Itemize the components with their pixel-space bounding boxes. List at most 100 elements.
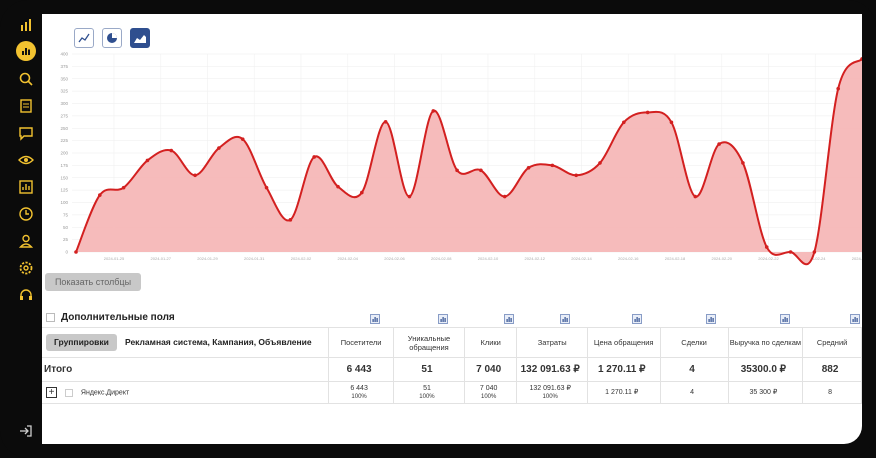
expand-row-button[interactable]: + bbox=[46, 387, 57, 398]
column-chart-icon[interactable] bbox=[370, 311, 380, 324]
data-point[interactable] bbox=[812, 250, 817, 254]
table-cell: 7 040 100% bbox=[463, 381, 518, 404]
data-point[interactable] bbox=[193, 173, 197, 178]
data-point[interactable] bbox=[502, 194, 507, 199]
data-point[interactable] bbox=[741, 161, 745, 165]
y-tick-label: 25 bbox=[63, 237, 69, 242]
data-point[interactable] bbox=[98, 193, 102, 197]
data-point[interactable] bbox=[288, 218, 293, 222]
column-chart-icon[interactable] bbox=[780, 311, 790, 324]
y-tick-label: 275 bbox=[60, 113, 68, 118]
document-icon[interactable] bbox=[14, 95, 38, 117]
cell-value: 132 091.63 ₽ bbox=[529, 384, 571, 392]
column-chart-icon[interactable] bbox=[632, 311, 642, 324]
chat-icon[interactable] bbox=[14, 122, 38, 144]
data-point[interactable] bbox=[383, 120, 388, 124]
cell-value: 8 bbox=[828, 388, 833, 396]
y-tick-label: 200 bbox=[60, 151, 68, 156]
column-chart-icon[interactable] bbox=[438, 311, 448, 324]
column-header[interactable]: Средний bbox=[802, 327, 862, 358]
column-chart-icon[interactable] bbox=[706, 311, 716, 324]
sidebar bbox=[10, 12, 42, 446]
user-icon[interactable] bbox=[14, 230, 38, 252]
data-point[interactable] bbox=[669, 120, 674, 125]
x-tick-label: 2024-02-22 bbox=[758, 256, 779, 261]
y-tick-label: 0 bbox=[65, 250, 68, 255]
column-chart-icon[interactable] bbox=[504, 311, 514, 324]
pie-chart-icon[interactable] bbox=[102, 28, 122, 48]
data-point[interactable] bbox=[407, 194, 412, 199]
x-tick-label: 2024-02-16 bbox=[618, 256, 639, 261]
x-tick-label: 2024-02-20 bbox=[712, 256, 733, 261]
eye-icon[interactable] bbox=[14, 149, 38, 171]
y-tick-label: 100 bbox=[60, 200, 68, 205]
data-point[interactable] bbox=[360, 190, 364, 195]
data-point[interactable] bbox=[598, 161, 602, 165]
data-point[interactable] bbox=[836, 86, 840, 91]
data-point[interactable] bbox=[574, 173, 578, 178]
extra-fields-toggle[interactable]: Дополнительные поля bbox=[46, 312, 175, 323]
x-tick-label: 2024-01-31 bbox=[244, 256, 265, 261]
column-header[interactable]: Выручка по сделкам bbox=[727, 327, 804, 358]
analytics-icon[interactable] bbox=[14, 40, 38, 62]
chart-type-switcher bbox=[74, 28, 150, 48]
data-point[interactable] bbox=[550, 163, 555, 168]
area-chart-icon[interactable] bbox=[130, 28, 150, 48]
column-chart-icon[interactable] bbox=[560, 311, 570, 324]
x-tick-label: 2024-01-25 bbox=[104, 256, 125, 261]
row-checkbox[interactable] bbox=[64, 388, 73, 397]
data-point[interactable] bbox=[264, 185, 269, 190]
line-chart-icon[interactable] bbox=[74, 28, 94, 48]
x-tick-label: 2024-02-02 bbox=[291, 256, 312, 261]
search-icon[interactable] bbox=[14, 68, 38, 90]
data-point[interactable] bbox=[788, 250, 793, 254]
column-header[interactable]: Клики bbox=[463, 327, 518, 358]
y-tick-label: 50 bbox=[63, 225, 69, 230]
data-point[interactable] bbox=[764, 245, 769, 249]
data-point[interactable] bbox=[717, 142, 721, 146]
data-point[interactable] bbox=[240, 137, 245, 141]
show-columns-button[interactable]: Показать столбцы bbox=[45, 273, 141, 291]
data-point[interactable] bbox=[693, 194, 698, 199]
cell-value: 6 443 bbox=[350, 384, 368, 392]
data-point[interactable] bbox=[431, 109, 436, 113]
data-point[interactable] bbox=[217, 146, 221, 150]
y-tick-label: 75 bbox=[63, 212, 69, 217]
data-point[interactable] bbox=[312, 155, 316, 159]
data-point[interactable] bbox=[74, 250, 78, 254]
logout-icon[interactable] bbox=[14, 420, 38, 442]
data-point[interactable] bbox=[145, 158, 150, 163]
data-point[interactable] bbox=[645, 110, 650, 115]
total-cell: 7 040 bbox=[463, 357, 518, 382]
x-tick-label: 2024-02-10 bbox=[478, 256, 499, 261]
data-point[interactable] bbox=[121, 185, 126, 190]
support-icon[interactable] bbox=[14, 284, 38, 306]
total-cell: 35300.0 ₽ bbox=[727, 357, 804, 382]
bar-chart-icon[interactable] bbox=[14, 14, 38, 36]
row-label-cell: + Яндекс.Директ bbox=[42, 381, 330, 404]
clock-icon[interactable] bbox=[14, 203, 38, 225]
column-chart-icon[interactable] bbox=[850, 311, 860, 324]
x-tick-label: 2024-02-12 bbox=[525, 256, 546, 261]
report-icon[interactable] bbox=[14, 176, 38, 198]
column-header[interactable]: Уникальные обращения bbox=[393, 327, 465, 358]
data-point[interactable] bbox=[860, 57, 862, 61]
data-point[interactable] bbox=[479, 168, 483, 173]
column-header[interactable]: Затраты bbox=[516, 327, 588, 358]
total-cell: 6 443 bbox=[328, 357, 395, 382]
column-header[interactable]: Сделки bbox=[659, 327, 729, 358]
data-point[interactable] bbox=[169, 148, 174, 153]
total-cell: 4 bbox=[659, 357, 729, 382]
grouping-title: Рекламная система, Кампания, Объявление bbox=[124, 337, 312, 347]
data-point[interactable] bbox=[336, 184, 340, 189]
column-header[interactable]: Посетители bbox=[328, 327, 395, 358]
grouping-button[interactable]: Группировки bbox=[46, 334, 117, 351]
settings-icon[interactable] bbox=[14, 257, 38, 279]
column-header[interactable]: Цена обращения bbox=[586, 327, 661, 358]
extra-fields-checkbox[interactable] bbox=[46, 313, 55, 322]
grouping-header: Группировки Рекламная система, Кампания,… bbox=[42, 327, 330, 358]
data-point[interactable] bbox=[526, 166, 531, 170]
data-point[interactable] bbox=[455, 168, 459, 173]
data-point[interactable] bbox=[622, 120, 626, 125]
table-cell: 4 bbox=[659, 381, 729, 404]
